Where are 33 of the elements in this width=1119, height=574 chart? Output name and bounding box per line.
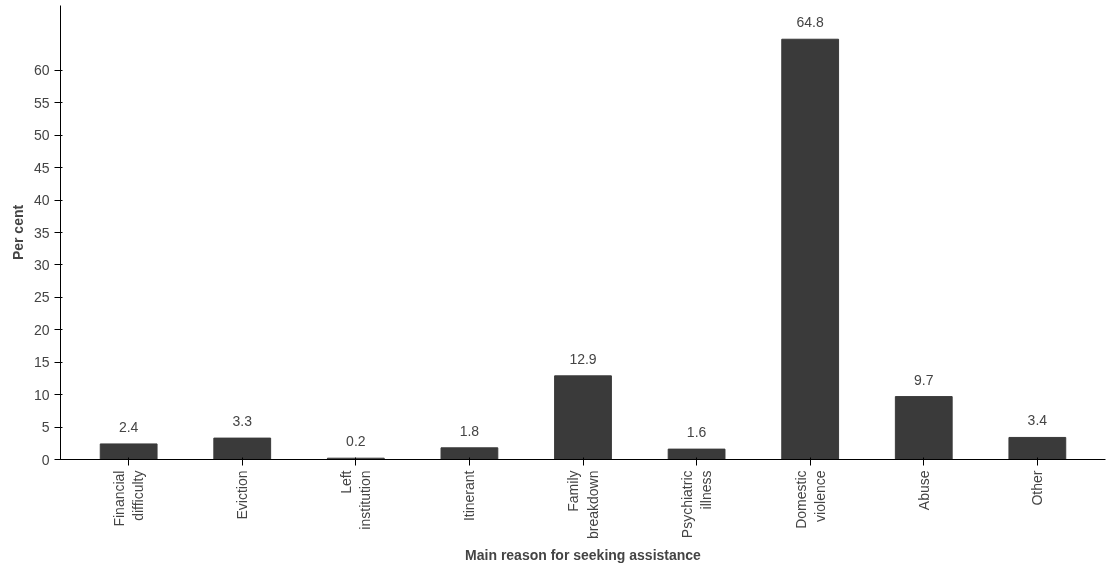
x-tick-label: Financial difficulty (111, 470, 147, 527)
x-tick-label: Other (1029, 470, 1046, 506)
x-tick-label: Itinerant (461, 470, 478, 522)
y-tick-label: 10 (33, 386, 50, 403)
x-tick-label: Domestic violence (792, 470, 828, 529)
y-tick-label: 35 (33, 224, 50, 241)
y-tick-label: 30 (33, 256, 50, 273)
data-label: 3.4 (1027, 412, 1048, 429)
data-label: 0.2 (346, 433, 366, 450)
data-label: 64.8 (796, 14, 825, 31)
data-label: 3.3 (232, 413, 253, 430)
y-axis-title: Per cent (9, 204, 26, 261)
y-tick-label: 40 (33, 192, 50, 209)
y-tick-label: 60 (33, 62, 50, 79)
y-tick-label: 55 (33, 94, 50, 111)
y-tick-label: 20 (33, 321, 50, 338)
y-tick-label: 25 (33, 289, 50, 306)
x-tick-label: Abuse (915, 470, 932, 511)
y-tick-label: 15 (33, 354, 50, 371)
x-tick-label: Family breakdown (565, 470, 601, 539)
y-tick-label: 0 (41, 451, 50, 468)
x-axis-title: Main reason for seeking assistance (465, 546, 702, 563)
data-label: 12.9 (569, 350, 597, 367)
y-tick-label: 45 (33, 159, 50, 176)
x-tick-label: Psychiatric illness (678, 470, 715, 539)
y-tick-label: 5 (41, 419, 50, 436)
data-label: 1.8 (459, 422, 480, 439)
y-tick-label: 50 (33, 127, 50, 144)
x-tick-label: Eviction (234, 470, 251, 520)
data-label: 1.6 (686, 424, 707, 441)
data-label: 9.7 (914, 371, 934, 388)
x-tick-label: Left institution (338, 470, 374, 530)
data-label: 2.4 (118, 418, 139, 435)
